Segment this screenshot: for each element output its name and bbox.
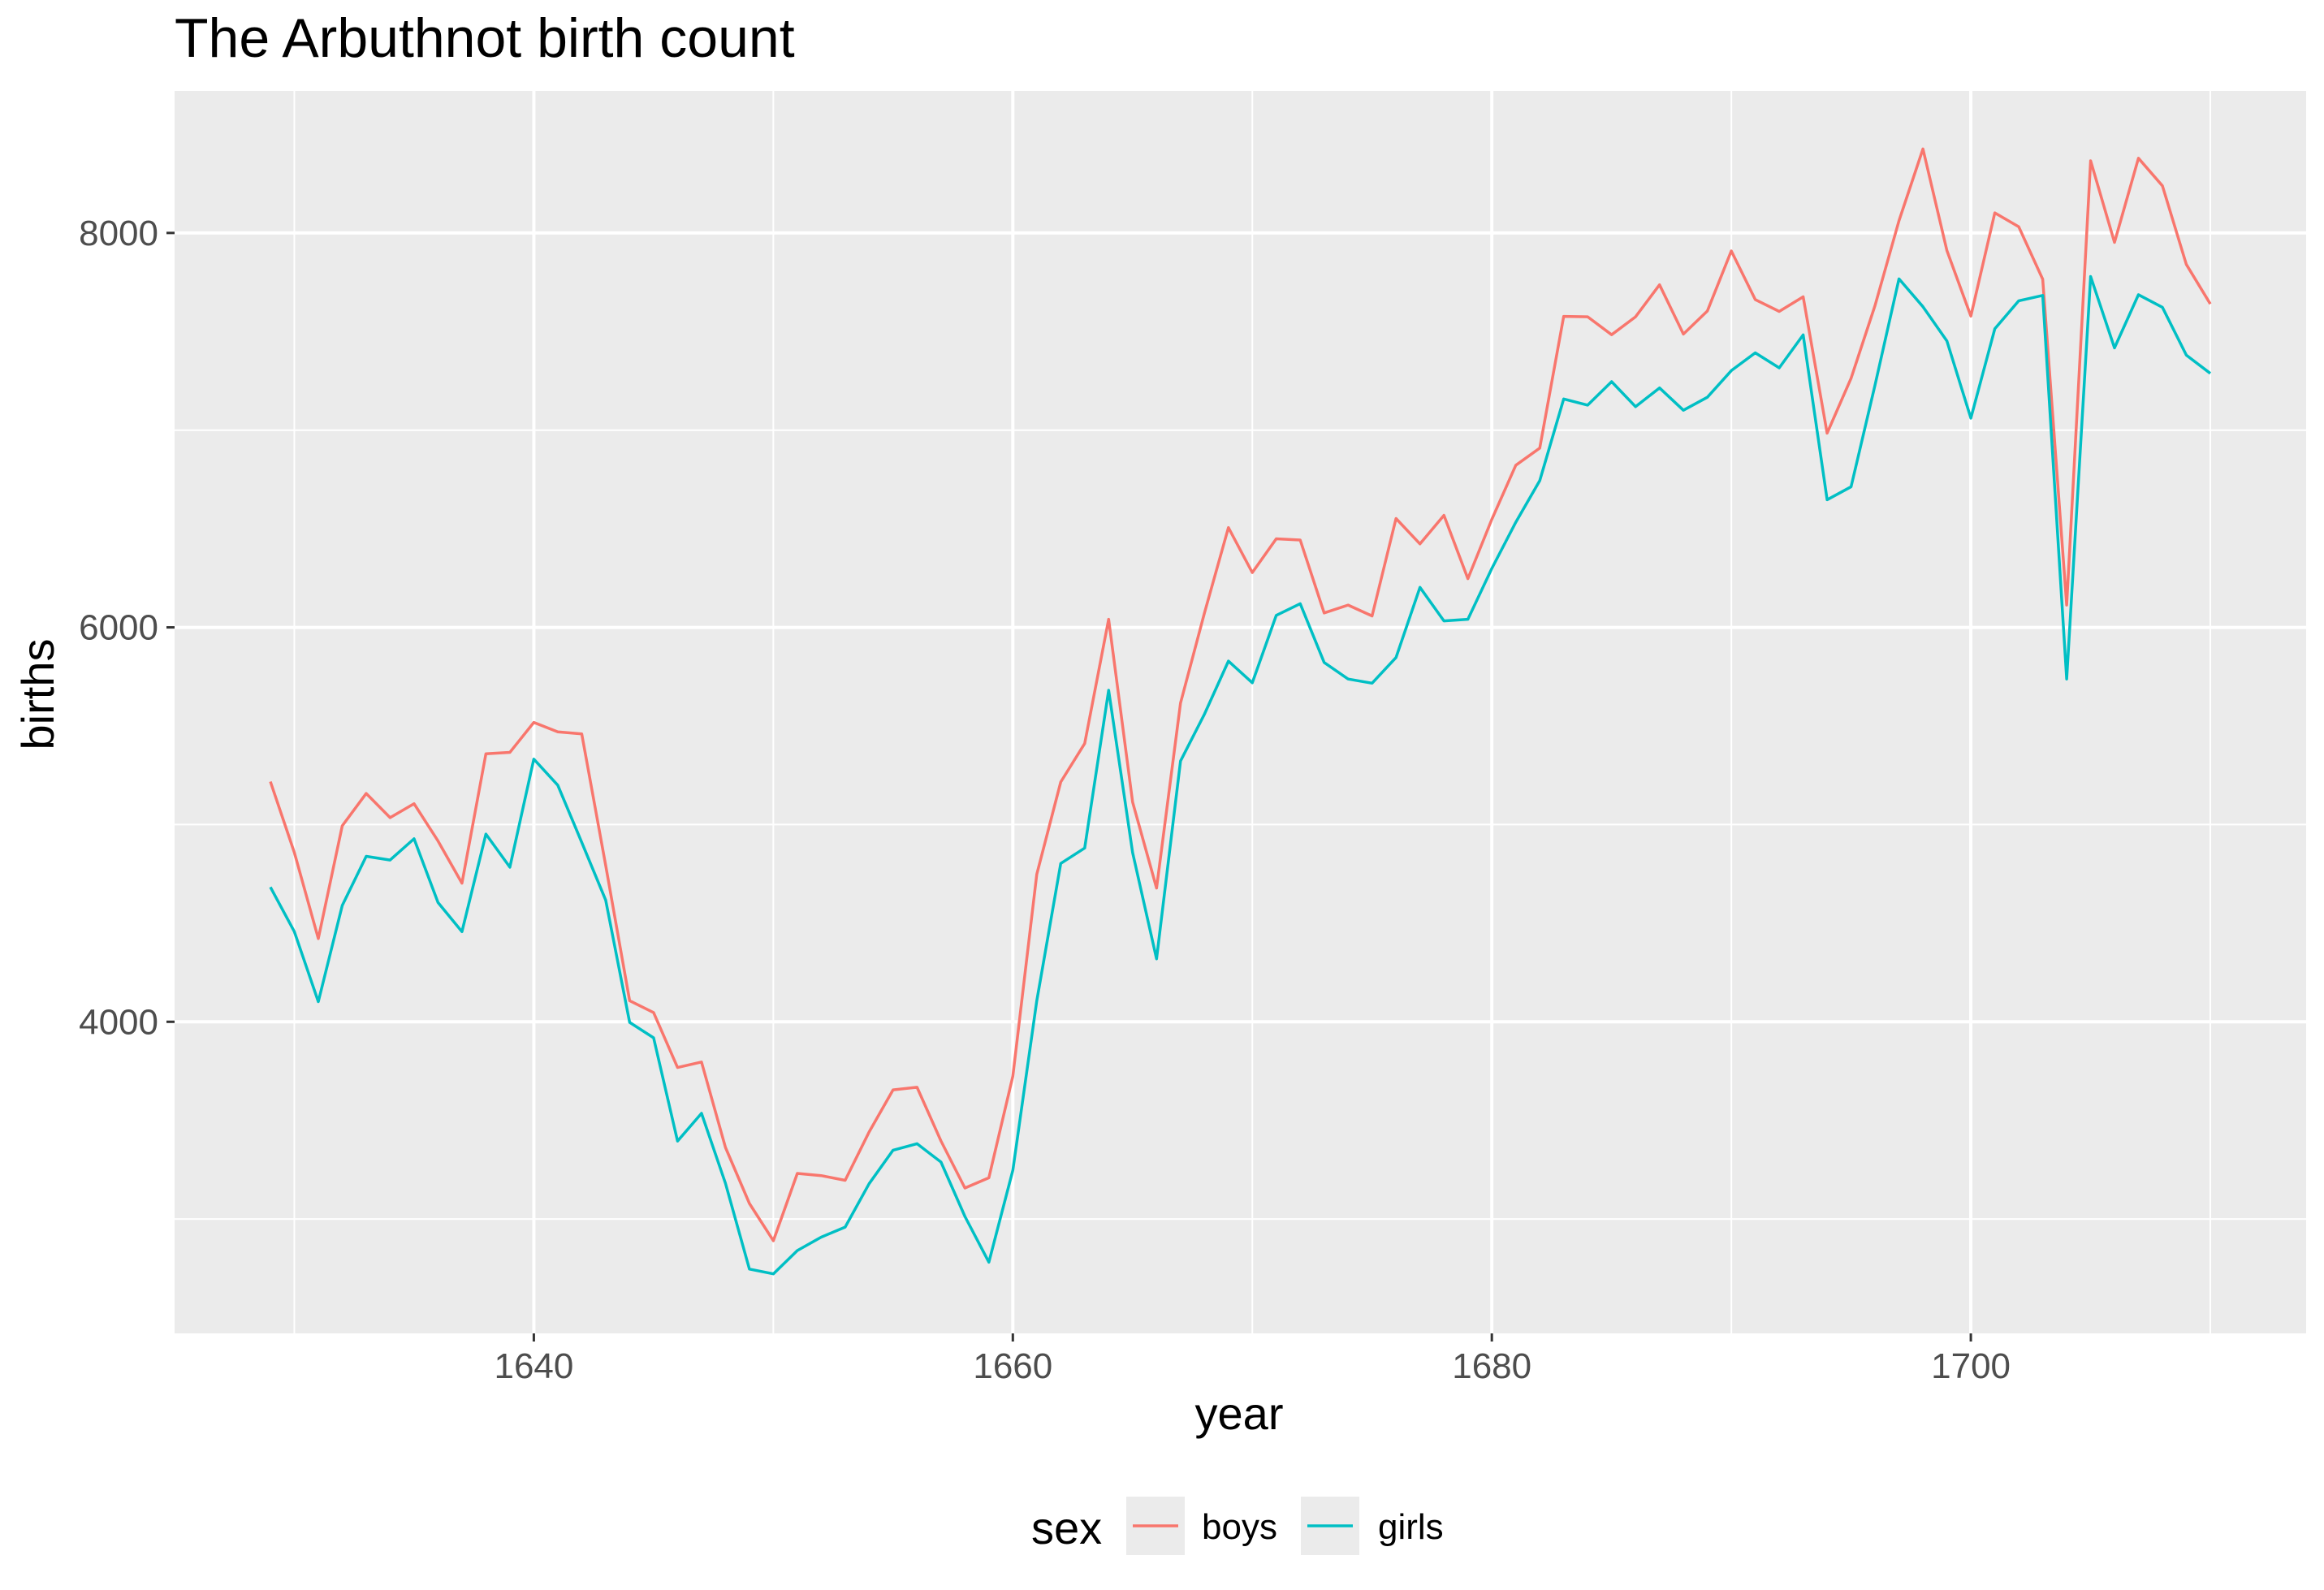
- y-axis: 4000 6000 8000: [79, 214, 175, 1042]
- x-tick-label: 1700: [1931, 1346, 2011, 1386]
- x-tick-label: 1640: [494, 1346, 573, 1386]
- y-tick-label: 8000: [79, 214, 158, 253]
- chart-title: The Arbuthnot birth count: [175, 7, 795, 69]
- series-lines: [269, 147, 2212, 1276]
- x-tick-label: 1660: [973, 1346, 1052, 1386]
- minor-gridlines: [175, 91, 2306, 1333]
- y-axis-title: births: [12, 639, 63, 750]
- x-tick-label: 1680: [1452, 1346, 1531, 1386]
- y-tick-label: 4000: [79, 1002, 158, 1042]
- major-gridlines: [175, 91, 2306, 1333]
- x-axis: 1640 1660 1680 1700: [494, 1333, 2011, 1386]
- legend-label-boys: boys: [1202, 1507, 1277, 1547]
- legend-title: sex: [1031, 1502, 1102, 1553]
- series-line-girls: [269, 274, 2212, 1276]
- series-line-boys: [269, 147, 2212, 1242]
- y-tick-label: 6000: [79, 608, 158, 648]
- x-axis-title: year: [1195, 1388, 1284, 1439]
- plot-panel: [175, 91, 2306, 1333]
- legend: sex boys girls: [1031, 1497, 1444, 1555]
- legend-label-girls: girls: [1378, 1507, 1444, 1547]
